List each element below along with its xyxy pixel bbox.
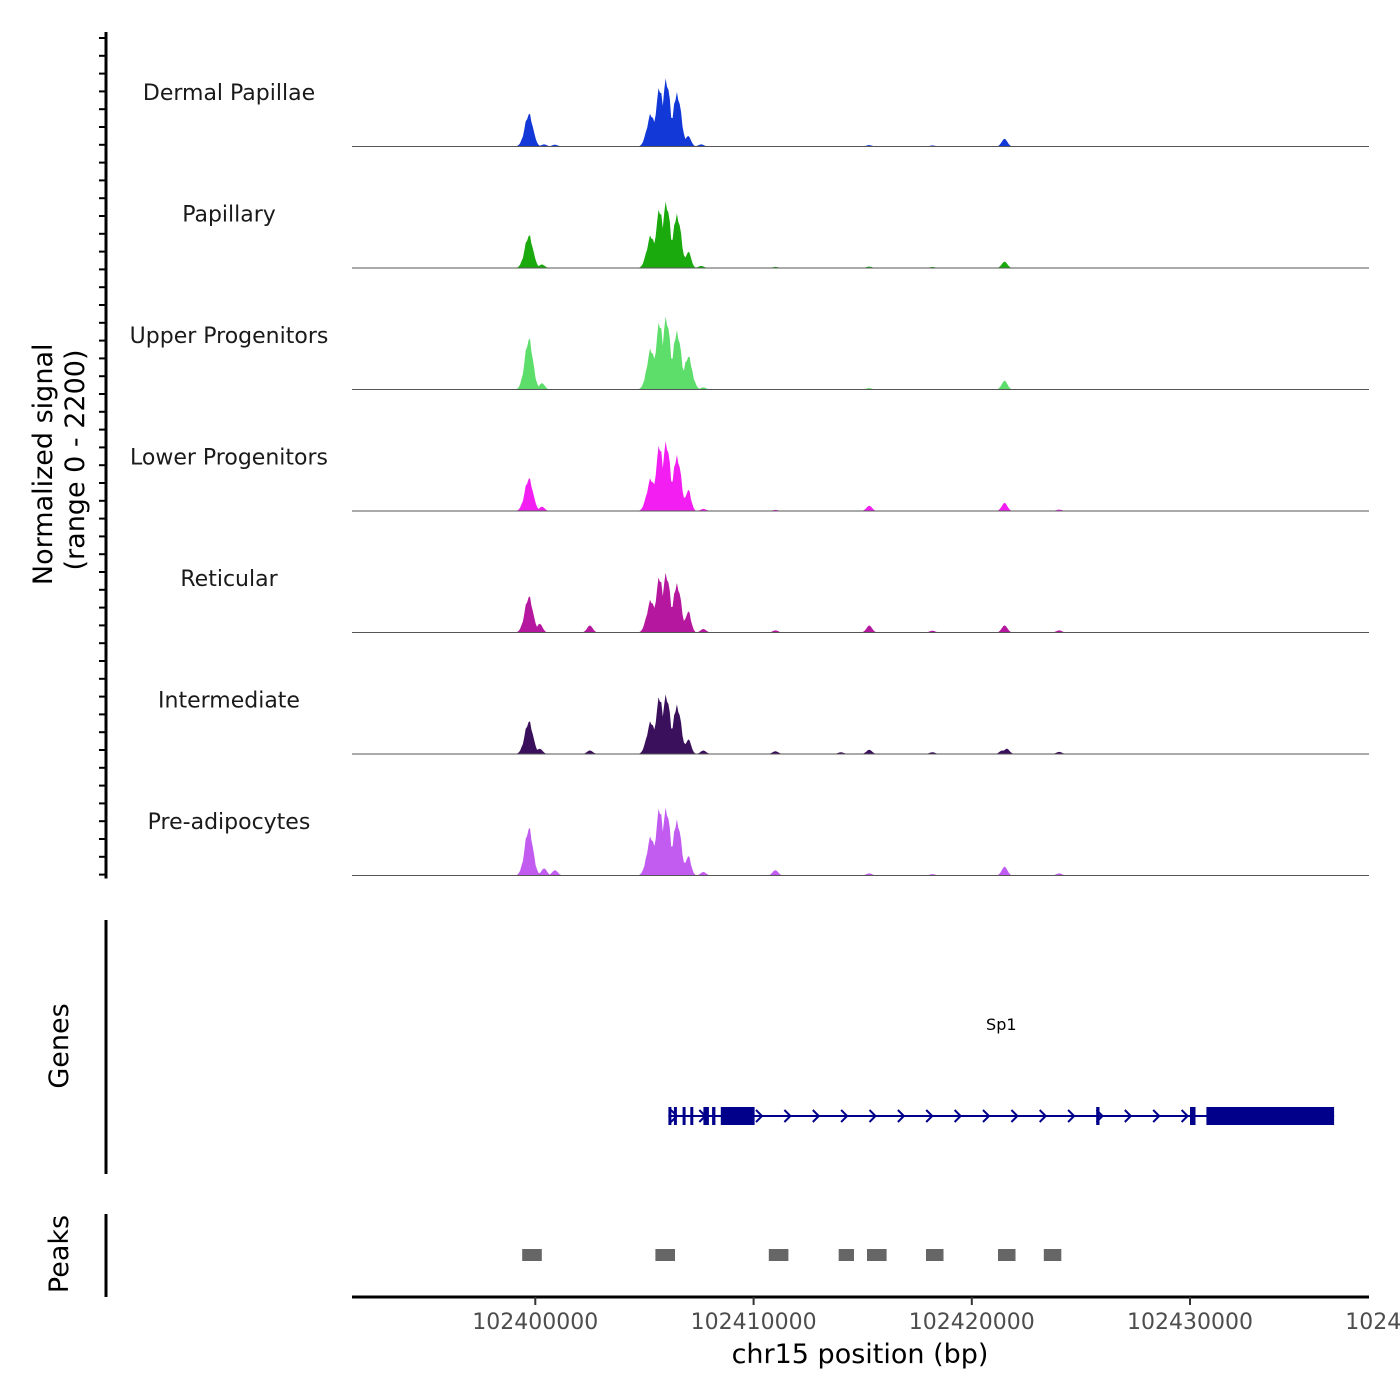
track-pre-adipocytes: Pre-adipocytes (148, 807, 1369, 876)
gene-exon (720, 1107, 755, 1125)
strand-arrow (925, 1109, 934, 1123)
signal-tracks: Dermal Papillae Papillary Upper Progenitor… (130, 78, 1369, 876)
track-papillary: Papillary (182, 201, 1369, 269)
gene-model (668, 1107, 1335, 1125)
peak-region (926, 1249, 944, 1261)
signal-axis (99, 32, 108, 879)
track-label: Lower Progenitors (130, 446, 328, 471)
x-axis-label: chr15 position (bp) (732, 1339, 989, 1370)
x-ticks: 102400000 102410000 102420000 102430000 1024… (472, 1297, 1400, 1335)
track-label: Upper Progenitors (130, 324, 329, 349)
strand-arrow (1152, 1109, 1161, 1123)
track-dermal-papillae: Dermal Papillae (143, 78, 1369, 147)
x-tick-label: 102440000 (1345, 1310, 1400, 1335)
strand-arrow (953, 1109, 963, 1123)
peak-region (867, 1249, 887, 1261)
peak-region (1043, 1249, 1062, 1261)
x-tick-label: 102430000 (1127, 1310, 1253, 1335)
x-axis: 102400000 102410000 102420000 102430000 1024… (352, 1295, 1400, 1370)
peak-region (838, 1249, 854, 1261)
strand-arrow (755, 1109, 764, 1123)
track-label: Intermediate (158, 689, 300, 714)
track-reticular: Reticular (180, 567, 1369, 633)
gene-exon (1206, 1107, 1335, 1125)
strand-arrow (783, 1109, 792, 1123)
peak-boxes (522, 1249, 1062, 1261)
gene-exon (668, 1107, 672, 1125)
track-upper-progenitors: Upper Progenitors (130, 316, 1369, 390)
track-intermediate: Intermediate (158, 689, 1369, 755)
strand-arrow (1010, 1109, 1019, 1123)
x-tick-label: 102420000 (909, 1310, 1035, 1335)
gene-exon (682, 1107, 686, 1125)
track-label: Papillary (182, 203, 276, 228)
track-label: Dermal Papillae (143, 81, 315, 106)
strand-arrow (982, 1109, 991, 1123)
gene-exon (1190, 1107, 1196, 1125)
gene-track: Genes Sp1 (44, 920, 1335, 1174)
y-axis-label-line1: Normalized signal (28, 344, 59, 586)
strand-arrow (840, 1109, 849, 1123)
peaks-label: Peaks (44, 1215, 75, 1293)
strand-arrow (1038, 1109, 1048, 1123)
gene-name-label: Sp1 (986, 1015, 1017, 1034)
strand-arrow (812, 1109, 821, 1123)
gene-exon (712, 1107, 716, 1125)
x-tick-label: 102410000 (691, 1310, 817, 1335)
strand-arrow (897, 1109, 906, 1123)
track-label: Reticular (180, 567, 278, 592)
gene-exon (1096, 1107, 1100, 1125)
strand-arrow (1067, 1109, 1076, 1123)
track-label: Pre-adipocytes (148, 810, 311, 835)
peak-track: Peaks (44, 1214, 1062, 1297)
strand-arrow (868, 1109, 877, 1123)
peak-region (522, 1249, 542, 1261)
y-axis-label: Normalized signal (range 0 - 2200) (28, 335, 91, 585)
y-axis-label-line2: (range 0 - 2200) (60, 350, 91, 571)
strand-arrow (1124, 1109, 1133, 1123)
strand-arrow (1180, 1109, 1190, 1123)
gene-exon (690, 1107, 694, 1125)
track-lower-progenitors: Lower Progenitors (130, 441, 1369, 512)
gene-exon (703, 1107, 709, 1125)
peak-region (998, 1249, 1016, 1261)
genes-label: Genes (44, 1003, 75, 1088)
gene-exon (673, 1107, 677, 1125)
peak-region (655, 1249, 675, 1261)
x-tick-label: 102400000 (472, 1310, 598, 1335)
peak-region (768, 1249, 789, 1261)
